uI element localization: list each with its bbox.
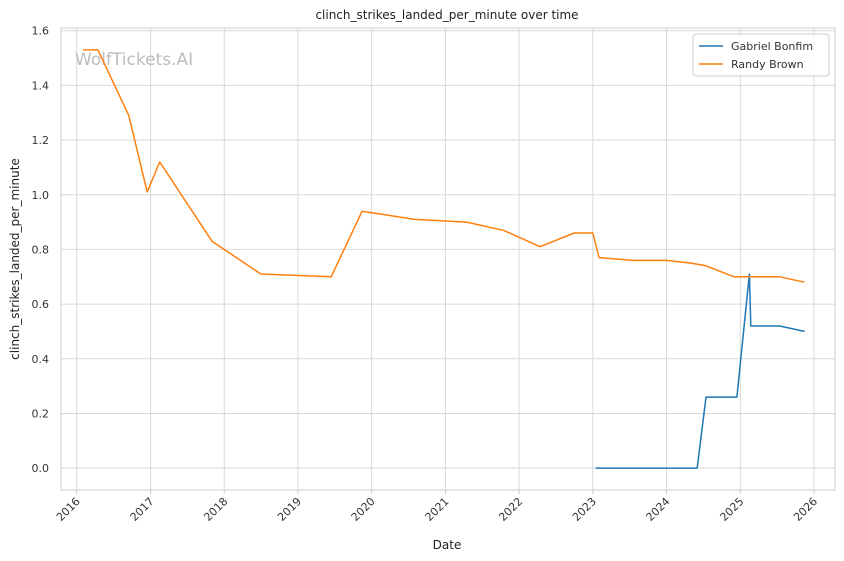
y-tick-label: 0.0 <box>32 462 50 475</box>
chart-title: clinch_strikes_landed_per_minute over ti… <box>315 8 578 22</box>
x-tick-label: 2026 <box>791 495 820 524</box>
y-tick-label: 0.8 <box>32 243 50 256</box>
y-tick-label: 1.0 <box>32 189 50 202</box>
series-lines <box>83 49 805 469</box>
x-tick-label: 2021 <box>423 495 452 524</box>
x-tick-label: 2016 <box>54 495 83 524</box>
y-tick-label: 1.6 <box>32 25 50 38</box>
x-tick-label: 2025 <box>717 495 746 524</box>
y-tick-label: 0.4 <box>32 353 50 366</box>
y-tick-label: 0.2 <box>32 407 50 420</box>
watermark: WolfTickets.AI <box>75 50 193 70</box>
series-line-gabriel-bonfim <box>595 273 805 469</box>
x-tick-label: 2018 <box>201 495 230 524</box>
legend: Gabriel Bonfim Randy Brown <box>692 33 830 77</box>
legend-box <box>692 33 830 77</box>
x-tick-label: 2024 <box>644 495 673 524</box>
x-axis-label: Date <box>433 538 462 552</box>
series-line-randy-brown <box>83 49 805 283</box>
y-axis-label: clinch_strikes_landed_per_minute <box>8 158 22 360</box>
plot-frame <box>60 27 836 491</box>
y-tick-label: 0.6 <box>32 298 50 311</box>
x-tick-label: 2023 <box>570 495 599 524</box>
x-tick-label: 2017 <box>128 495 157 524</box>
y-axis-ticks: 0.0 0.2 0.4 0.6 0.8 1.0 1.2 1.4 1.6 <box>32 25 50 475</box>
x-axis-ticks: 2016 2017 2018 2019 2020 2021 2022 2023 2024 2025… <box>54 490 820 524</box>
grid <box>61 28 835 490</box>
x-tick-label: 2019 <box>275 495 304 524</box>
y-tick-label: 1.4 <box>32 79 50 92</box>
legend-label: Randy Brown <box>731 58 804 71</box>
legend-label: Gabriel Bonfim <box>731 40 813 53</box>
y-tick-label: 1.2 <box>32 134 50 147</box>
x-tick-label: 2022 <box>496 495 525 524</box>
x-tick-label: 2020 <box>349 495 378 524</box>
